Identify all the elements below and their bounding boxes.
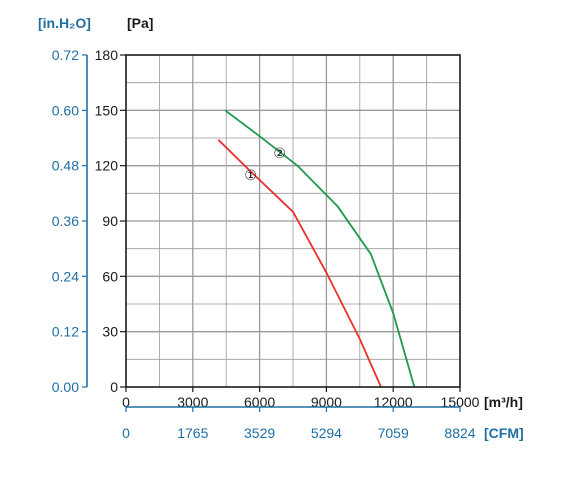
x2-tick-label: 8824 — [444, 425, 475, 441]
x2-tick-label: 0 — [122, 425, 130, 441]
y2-tick-label: 0.24 — [52, 268, 79, 284]
y2-unit-label: [in.H₂O] — [38, 15, 91, 31]
y2-tick-label: 0.60 — [52, 102, 79, 118]
y-tick-label: 180 — [95, 47, 119, 63]
y2-tick-label: 0.12 — [52, 324, 79, 340]
y2-tick-label: 0.36 — [52, 213, 79, 229]
curve-line-2 — [224, 109, 416, 388]
curve-labels: ①② — [244, 146, 286, 184]
axis-units: [m³/h] [CFM] [Pa] [in.H₂O] — [38, 15, 524, 441]
curve-label-2: ② — [273, 146, 286, 162]
x-axis-m3h: 0 3000 6000 9000 12000 15000 — [122, 387, 480, 410]
y-tick-label: 30 — [102, 324, 118, 340]
y-axis-pa: 0 30 60 90 120 150 180 — [95, 47, 126, 395]
x2-tick-label: 1765 — [177, 425, 208, 441]
curve-label-1: ① — [244, 168, 257, 184]
x-axis-cfm: 0 1765 3529 5294 7059 8824 — [122, 406, 476, 441]
y-tick-label: 120 — [95, 158, 119, 174]
x-unit-label: [m³/h] — [484, 394, 523, 410]
x-tick-label: 9000 — [311, 394, 342, 410]
y-unit-label: [Pa] — [127, 15, 153, 31]
x2-unit-label: [CFM] — [484, 425, 524, 441]
y2-tick-label: 0.48 — [52, 158, 79, 174]
x2-tick-label: 7059 — [378, 425, 409, 441]
y-tick-label: 0 — [110, 379, 118, 395]
chart-grid — [126, 55, 460, 387]
x-tick-label: 15000 — [441, 394, 480, 410]
x-tick-label: 0 — [122, 394, 130, 410]
x-tick-label: 12000 — [374, 394, 413, 410]
x2-tick-label: 3529 — [244, 425, 275, 441]
x-tick-label: 6000 — [244, 394, 275, 410]
y-tick-label: 60 — [102, 268, 118, 284]
y-tick-label: 150 — [95, 102, 119, 118]
y2-tick-label: 0.72 — [52, 47, 79, 63]
x2-tick-label: 5294 — [311, 425, 342, 441]
y-axis-inh2o: 0.00 0.12 0.24 0.36 0.48 0.60 0.72 — [52, 47, 88, 395]
y2-tick-label: 0.00 — [52, 379, 79, 395]
x-tick-label: 3000 — [177, 394, 208, 410]
curve-line-1 — [217, 139, 382, 388]
y-tick-label: 90 — [102, 213, 118, 229]
performance-curves — [217, 109, 416, 388]
